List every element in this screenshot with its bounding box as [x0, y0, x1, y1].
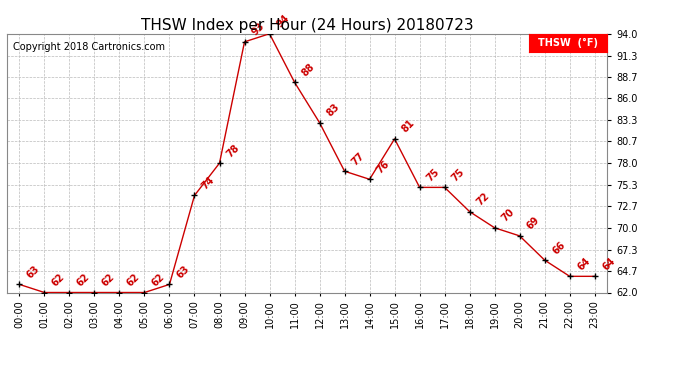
Text: 62: 62	[75, 272, 92, 288]
Text: 78: 78	[225, 142, 241, 159]
Text: 69: 69	[525, 215, 542, 232]
Text: 93: 93	[250, 21, 267, 38]
Text: Copyright 2018 Cartronics.com: Copyright 2018 Cartronics.com	[13, 42, 165, 51]
Text: 62: 62	[100, 272, 117, 288]
Text: 74: 74	[200, 175, 217, 191]
Text: 63: 63	[25, 264, 41, 280]
Text: 64: 64	[575, 255, 592, 272]
Text: 62: 62	[125, 272, 141, 288]
Text: 62: 62	[150, 272, 167, 288]
Text: 63: 63	[175, 264, 192, 280]
Text: 77: 77	[350, 150, 367, 167]
Text: 88: 88	[300, 61, 317, 78]
Text: 72: 72	[475, 191, 492, 207]
Title: THSW Index per Hour (24 Hours) 20180723: THSW Index per Hour (24 Hours) 20180723	[141, 18, 473, 33]
Text: 64: 64	[600, 255, 617, 272]
Text: 75: 75	[425, 166, 442, 183]
Text: 94: 94	[275, 13, 292, 30]
Text: 83: 83	[325, 102, 342, 118]
Text: 70: 70	[500, 207, 517, 224]
Text: 66: 66	[550, 239, 567, 256]
Text: 76: 76	[375, 159, 392, 175]
Text: 75: 75	[450, 166, 467, 183]
Text: 81: 81	[400, 118, 417, 135]
Text: 62: 62	[50, 272, 67, 288]
